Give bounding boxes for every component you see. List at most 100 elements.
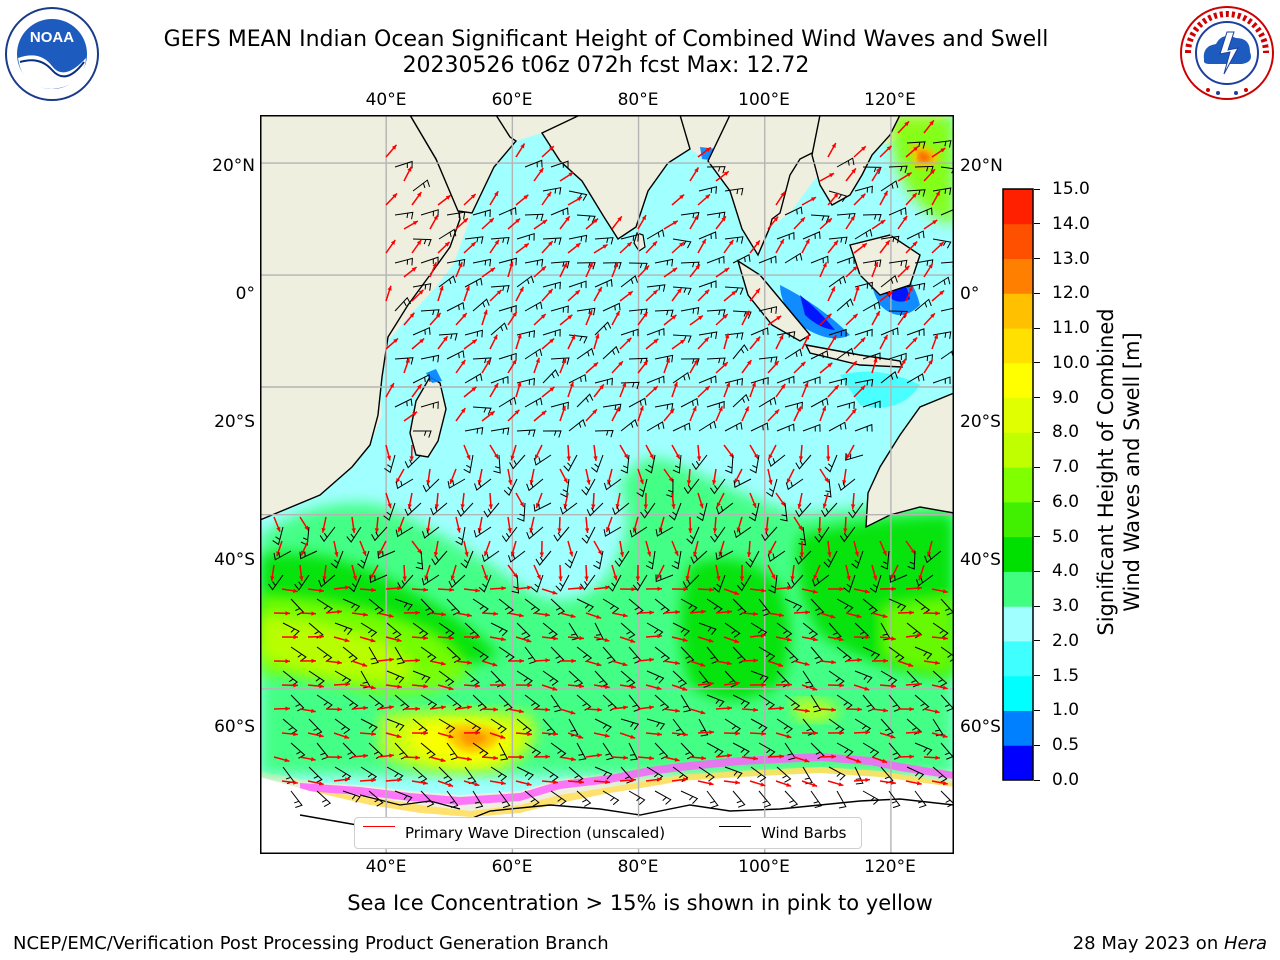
wave-direction-arrow: [715, 267, 730, 278]
wave-direction-arrow: [663, 314, 677, 326]
wave-direction-arrow: [411, 289, 424, 302]
wave-direction-arrow: [450, 564, 457, 581]
wind-barb: [724, 718, 742, 734]
southeast-asia-land: [707, 115, 821, 257]
wind-barb: [672, 286, 692, 296]
wind-barb: [368, 742, 384, 760]
wave-direction-arrow: [749, 239, 761, 254]
wind-barb: [869, 574, 882, 594]
wave-direction-arrow: [697, 780, 714, 786]
wind-barb: [794, 550, 812, 565]
wave-direction-arrow: [515, 636, 532, 643]
wave-direction-arrow: [671, 492, 676, 509]
wind-barb: [628, 742, 638, 761]
colorbar-tick-label: 3.0: [1052, 596, 1080, 617]
lon-tick-top-120: 120°E: [864, 90, 916, 110]
wave-direction-arrow: [437, 241, 451, 254]
wind-barb: [750, 718, 768, 733]
wave-direction-arrow: [689, 214, 699, 230]
wind-barb: [438, 670, 455, 687]
wave-direction-arrow: [403, 312, 415, 326]
wind-barb: [620, 718, 640, 731]
wave-direction-arrow: [510, 540, 517, 557]
wave-direction-arrow: [879, 190, 889, 206]
wind-barb: [602, 403, 622, 412]
wave-direction-arrow: [488, 492, 493, 510]
wind-barb: [533, 454, 552, 466]
wind-barb: [814, 526, 830, 543]
wind-barb: [836, 598, 854, 613]
wave-direction-arrow: [871, 310, 881, 326]
wind-barb: [369, 574, 388, 584]
wave-direction-arrow: [385, 684, 402, 689]
wind-barb: [464, 373, 483, 384]
wave-direction-arrow: [385, 586, 403, 591]
wind-barb: [472, 406, 492, 415]
wind-barb: [550, 160, 569, 169]
wind-barb: [421, 574, 440, 586]
wave-direction-arrow: [853, 777, 871, 783]
wind-barb: [368, 790, 384, 807]
wave-direction-arrow: [385, 285, 392, 302]
wind-barb: [524, 790, 540, 807]
wave-direction-arrow: [619, 290, 634, 302]
wind-barb: [581, 478, 596, 496]
wind-barb: [542, 430, 562, 438]
wind-barb: [683, 478, 700, 495]
lat-tick-left-20n: 20°N: [212, 156, 255, 176]
colorbar-tick: [1034, 675, 1040, 677]
wave-direction-arrow: [715, 170, 730, 182]
wind-barb: [501, 526, 518, 543]
wave-direction-arrow: [890, 564, 899, 580]
wave-direction-arrow: [671, 777, 688, 782]
wind-barb: [672, 238, 692, 249]
wind-barb: [680, 694, 692, 713]
wind-barb: [784, 206, 803, 216]
wind-barb: [614, 550, 630, 568]
lon-tick-bottom-60: 60°E: [491, 857, 533, 877]
wave-direction-arrow: [871, 612, 888, 619]
wave-direction-arrow: [533, 564, 542, 580]
wave-direction-arrow: [931, 732, 948, 738]
wave-direction-arrow: [842, 468, 847, 485]
wind-barb: [472, 598, 489, 614]
colorbar-segment: [1003, 223, 1033, 260]
lat-tick-right-60s: 60°S: [960, 717, 1001, 737]
wind-barb: [716, 502, 734, 515]
wind-barb: [568, 373, 587, 384]
wave-direction-arrow: [723, 333, 730, 350]
wave-direction-arrow: [827, 286, 836, 302]
colorbar-tick-label: 0.0: [1052, 770, 1080, 790]
wind-barb: [446, 258, 466, 267]
colorbar-title: Significant Height of Combined Wind Wave…: [1093, 292, 1145, 652]
wave-direction-arrow: [281, 683, 299, 688]
wind-barb: [698, 420, 717, 432]
wave-direction-arrow: [559, 708, 576, 715]
wave-direction-arrow: [775, 334, 784, 350]
wave-direction-arrow: [801, 684, 818, 691]
wind-barb: [516, 275, 535, 288]
wave-direction-arrow: [281, 634, 299, 640]
wind-barb: [724, 766, 743, 779]
wave-direction-arrow: [685, 564, 691, 581]
wave-direction-arrow: [434, 492, 440, 509]
wind-barb: [706, 742, 724, 757]
wave-direction-arrow: [801, 238, 811, 254]
wind-barb: [620, 381, 640, 390]
wave-direction-arrow: [845, 360, 858, 374]
wave-direction-arrow: [741, 310, 750, 326]
wave-direction-arrow: [567, 585, 585, 591]
wave-direction-arrow: [299, 564, 304, 581]
wave-direction-arrow: [741, 359, 752, 374]
wave-direction-arrow: [689, 314, 704, 326]
wave-direction-arrow: [463, 540, 469, 557]
wind-barb: [750, 327, 769, 336]
colorbar-tick: [1034, 188, 1040, 190]
wave-direction-arrow: [455, 756, 472, 762]
wave-direction-arrow: [611, 360, 624, 374]
wave-direction-arrow: [585, 707, 603, 712]
wave-direction-arrow: [793, 361, 806, 374]
wind-barb: [698, 331, 718, 339]
wind-barb: [463, 454, 474, 474]
wave-direction-arrow: [333, 585, 350, 590]
